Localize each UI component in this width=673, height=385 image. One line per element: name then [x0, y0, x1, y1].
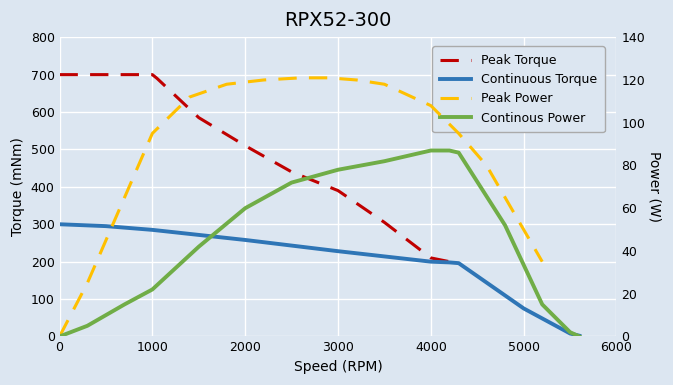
Peak Power [520, 227, 528, 232]
Continous Power [120, 302, 129, 307]
Peak Torque [148, 72, 156, 77]
Peak Power [148, 131, 156, 136]
Continous Power [194, 244, 203, 249]
Peak Power [223, 82, 231, 87]
Continuous Torque [446, 260, 454, 265]
Peak Torque [380, 220, 388, 225]
Continuous Torque [241, 238, 249, 242]
Line: Continuous Torque: Continuous Torque [59, 224, 579, 336]
Peak Torque [55, 72, 63, 77]
Peak Power [260, 78, 268, 82]
Peak Power [427, 103, 435, 108]
Peak Torque [241, 143, 249, 148]
Peak Power [353, 78, 361, 82]
Continous Power [287, 180, 295, 185]
Line: Continous Power: Continous Power [59, 151, 579, 336]
Continous Power [501, 223, 509, 228]
Continuous Torque [575, 333, 583, 338]
Continuous Torque [148, 228, 156, 232]
Continuous Torque [334, 249, 342, 253]
Continous Power [148, 287, 156, 292]
Continuous Torque [455, 261, 463, 266]
Peak Power [297, 75, 305, 80]
Peak Torque [446, 259, 454, 264]
Legend: Peak Torque, Continuous Torque, Peak Power, Continous Power: Peak Torque, Continuous Torque, Peak Pow… [432, 47, 604, 132]
Peak Power [120, 195, 129, 200]
Peak Power [55, 334, 63, 339]
Peak Power [455, 131, 463, 136]
Peak Power [83, 281, 92, 285]
Continous Power [566, 330, 574, 335]
Continous Power [455, 150, 463, 155]
Peak Power [324, 75, 332, 80]
Continuous Torque [55, 222, 63, 226]
Peak Torque [287, 169, 295, 174]
Line: Peak Power: Peak Power [59, 78, 542, 336]
X-axis label: Speed (RPM): Speed (RPM) [293, 360, 382, 374]
Continous Power [334, 167, 342, 172]
Continous Power [83, 323, 92, 328]
Peak Torque [455, 261, 463, 266]
Line: Peak Torque: Peak Torque [59, 75, 459, 263]
Continuous Torque [520, 306, 528, 311]
Continous Power [427, 148, 435, 153]
Peak Torque [194, 116, 203, 120]
Peak Torque [153, 76, 161, 81]
Peak Power [380, 82, 388, 87]
Continuous Torque [102, 224, 110, 228]
Continous Power [55, 334, 63, 339]
Continous Power [241, 206, 249, 211]
Y-axis label: Torque (mNm): Torque (mNm) [11, 137, 25, 236]
Continous Power [446, 148, 454, 153]
Continous Power [575, 334, 583, 339]
Peak Power [538, 259, 546, 264]
Peak Torque [427, 256, 435, 260]
Y-axis label: Power (W): Power (W) [648, 151, 662, 223]
Peak Torque [120, 72, 129, 77]
Peak Power [186, 95, 194, 99]
Continous Power [380, 159, 388, 164]
Peak Torque [334, 188, 342, 193]
Title: RPX52-300: RPX52-300 [284, 11, 392, 30]
Continuous Torque [427, 259, 435, 264]
Peak Power [483, 163, 491, 168]
Continous Power [538, 302, 546, 307]
Continuous Torque [566, 331, 574, 336]
